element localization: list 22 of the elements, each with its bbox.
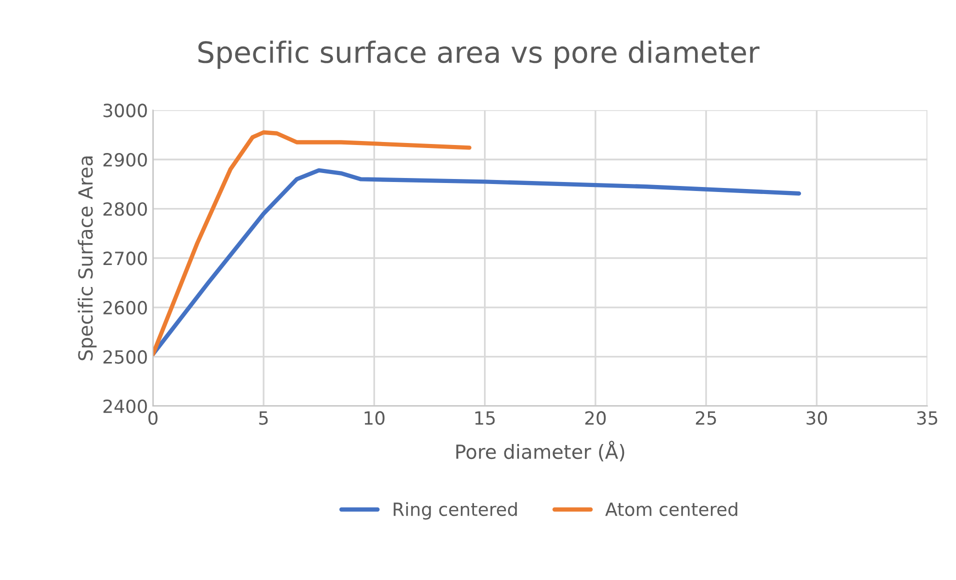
x-tick-label: 0 xyxy=(148,411,158,425)
x-tick-label: 30 xyxy=(806,411,827,425)
legend-label: Atom centered xyxy=(605,502,738,516)
x-tick-label: 20 xyxy=(585,411,606,425)
chart-title: Specific surface area vs pore diameter xyxy=(198,40,760,69)
x-tick-label: 5 xyxy=(259,411,268,425)
y-tick-label: 2400 xyxy=(103,399,147,414)
line-series xyxy=(152,168,802,356)
y-tick-label: 2500 xyxy=(103,350,147,364)
line-series xyxy=(152,130,472,356)
y-tick-label: 3000 xyxy=(104,104,147,118)
x-tick-label: 25 xyxy=(696,411,716,425)
legend-label: Ring centered xyxy=(394,502,517,520)
x-tick-label: 35 xyxy=(917,411,938,425)
y-axis-title: Specific Surface Area xyxy=(78,156,97,360)
y-tick-label: 2600 xyxy=(103,300,147,315)
y-tick-label: 2800 xyxy=(103,202,147,216)
y-tick-label: 2900 xyxy=(103,152,147,167)
x-tick-label: 15 xyxy=(475,411,495,425)
y-tick-label: 2700 xyxy=(103,252,147,266)
x-tick-label: 10 xyxy=(364,411,384,425)
x-axis-title: Pore diameter (Å) xyxy=(456,440,624,462)
